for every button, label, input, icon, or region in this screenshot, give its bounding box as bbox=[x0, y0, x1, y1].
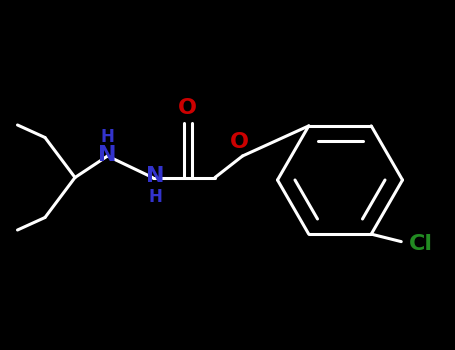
Text: Cl: Cl bbox=[409, 234, 433, 254]
Text: O: O bbox=[229, 132, 248, 152]
Text: H: H bbox=[101, 128, 115, 146]
Text: N: N bbox=[98, 145, 117, 165]
Text: N: N bbox=[146, 167, 164, 187]
Text: O: O bbox=[178, 98, 197, 119]
Text: H: H bbox=[148, 188, 162, 205]
